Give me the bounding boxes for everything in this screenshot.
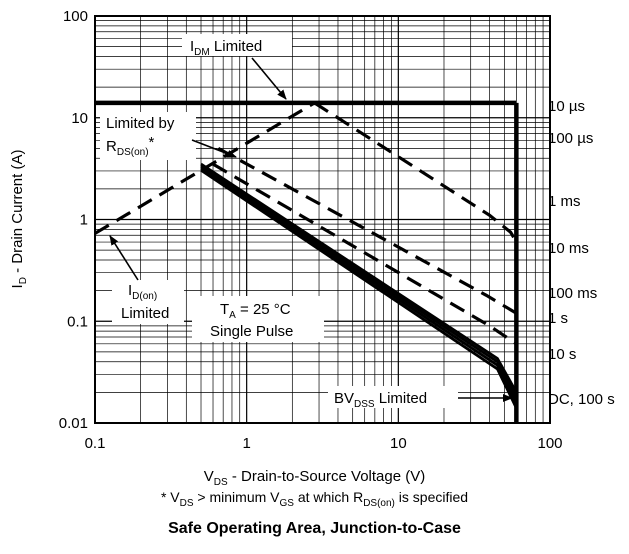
svg-text:ID(on): ID(on)	[128, 282, 157, 302]
fn-p3: at which R	[293, 489, 364, 505]
series-line-1	[313, 101, 518, 243]
series-group	[94, 100, 519, 423]
label-10us: 10 µs	[548, 98, 585, 115]
label-1ms: 1 ms	[548, 193, 581, 210]
y-tick-label: 0.1	[67, 313, 88, 330]
bv-sub: DSS	[354, 399, 375, 410]
x-axis-label: VDS - Drain-to-Source Voltage (V)	[0, 468, 629, 488]
fn-s2: GS	[279, 497, 294, 509]
footnote: * VDS > minimum VGS at which RDS(on) is …	[0, 489, 629, 509]
bv-rest: Limited	[375, 390, 428, 407]
ta-main: T	[220, 301, 229, 318]
rds-rest: *	[149, 134, 155, 151]
label-100us: 100 µs	[548, 130, 593, 147]
label-10s: 10 s	[548, 346, 576, 363]
rds-line1: Limited by	[106, 115, 175, 132]
y-tick-label: 0.01	[59, 415, 88, 432]
y-axis-label-main: I	[9, 284, 26, 288]
y-axis-label-sub: D	[18, 277, 29, 284]
ta-rest: = 25 °C	[236, 301, 291, 318]
series-line-5	[200, 164, 518, 398]
svg-text:RDS(on)*: RDS(on)*	[106, 134, 155, 158]
svg-text:BVDSS Limited: BVDSS Limited	[334, 390, 427, 410]
series-line-2	[217, 146, 518, 315]
ta-line2: Single Pulse	[210, 323, 293, 340]
tick-labels: 0.1 1 10 100 0.01 0.1 1 10 100	[59, 8, 563, 452]
svg-text:IDM Limited: IDM Limited	[190, 38, 262, 58]
series-line-6	[200, 166, 518, 403]
fn-s3: DS(on)	[363, 497, 395, 509]
label-1s: 1 s	[548, 310, 568, 327]
idon-sub: D(on)	[132, 291, 157, 302]
series-line-7	[200, 169, 518, 409]
fn-p4: is specified	[394, 489, 469, 505]
idm-annotation: IDM Limited	[182, 34, 292, 100]
idm-main: I	[190, 38, 194, 55]
ta-annotation: TA = 25 °C Single Pulse	[192, 296, 324, 342]
rds-main: R	[106, 138, 117, 155]
x-tick-label: 0.1	[85, 435, 106, 452]
idon-line2: Limited	[121, 305, 169, 322]
y-tick-label: 10	[71, 110, 88, 127]
x-axis-label-rest: - Drain-to-Source Voltage (V)	[227, 468, 426, 485]
y-tick-label: 1	[80, 212, 88, 229]
idm-sub: DM	[194, 47, 210, 58]
y-axis-label-rest: - Drain Current (A)	[9, 150, 26, 278]
rds-annotation: Limited by RDS(on)*	[100, 112, 237, 160]
rds-sub: DS(on)	[117, 147, 149, 158]
x-tick-label: 100	[537, 435, 562, 452]
ta-sub: A	[229, 310, 236, 321]
label-10ms: 10 ms	[548, 240, 589, 257]
svg-text:TA = 25 °C: TA = 25 °C	[220, 301, 291, 321]
fn-p2: > minimum V	[193, 489, 280, 505]
x-axis-label-main: V	[203, 468, 214, 485]
plot-frame	[94, 15, 551, 424]
fn-p1: * V	[160, 489, 180, 505]
y-tick-label: 100	[63, 8, 88, 25]
series-line-3	[212, 162, 518, 346]
idon-main: I	[128, 282, 132, 299]
fn-s1: DS	[179, 497, 194, 509]
label-100ms: 100 ms	[548, 285, 597, 302]
y-axis-label: ID - Drain Current (A)	[9, 150, 29, 289]
label-dc: DC, 100 s	[548, 391, 615, 408]
bv-main: BV	[334, 390, 354, 407]
chart-title: Safe Operating Area, Junction-to-Case	[168, 520, 461, 537]
bv-annotation: BVDSS Limited	[328, 386, 513, 410]
x-tick-label: 10	[390, 435, 407, 452]
idon-annotation: ID(on) Limited	[109, 235, 184, 324]
right-labels: 10 µs 100 µs 1 ms 10 ms 100 ms 1 s 10 s …	[548, 98, 615, 408]
grid-lines	[95, 16, 550, 423]
x-axis-label-sub: DS	[213, 477, 228, 488]
idm-rest: Limited	[210, 38, 263, 55]
x-tick-label: 1	[242, 435, 250, 452]
series-line-4	[200, 162, 518, 394]
